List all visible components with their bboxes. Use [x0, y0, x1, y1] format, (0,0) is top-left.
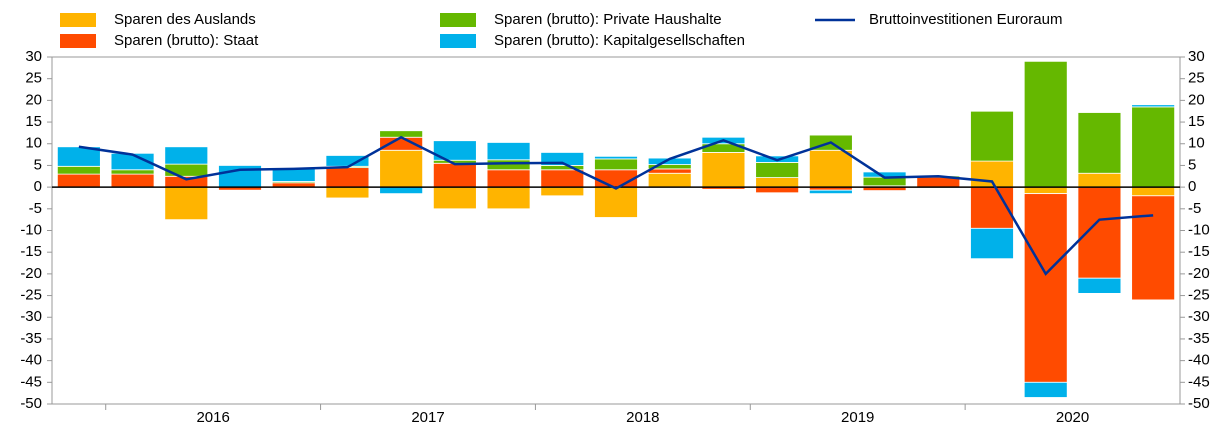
legend-label: Sparen (brutto): Kapitalgesellschaften: [494, 32, 745, 49]
y-tick-label: -45: [20, 373, 42, 390]
bar: [325, 155, 370, 167]
bar: [1023, 193, 1068, 383]
bar: [486, 159, 531, 171]
y-tick-label: -5: [29, 200, 42, 217]
bar: [56, 165, 101, 175]
y2-tick-label: -15: [1188, 243, 1210, 260]
bar: [486, 186, 531, 210]
y-tick-label: -35: [20, 330, 42, 347]
bar: [808, 149, 853, 188]
bar: [647, 168, 692, 174]
bar: [540, 169, 585, 188]
y2-tick-label: 0: [1188, 178, 1196, 195]
bar: [594, 158, 638, 171]
bar: [432, 140, 477, 161]
y2-tick-label: 5: [1188, 156, 1196, 173]
y2-tick-label: -50: [1188, 395, 1210, 412]
legend-label: Sparen des Auslands: [114, 11, 256, 28]
y2-tick-label: 10: [1188, 135, 1205, 152]
bar: [1023, 60, 1068, 188]
y2-tick-label: -25: [1188, 287, 1210, 304]
x-tick-label: 2018: [626, 409, 659, 426]
bar: [1077, 277, 1122, 294]
y-tick-label: 10: [25, 135, 42, 152]
legend-label: Sparen (brutto): Private Haushalte: [494, 11, 722, 28]
bar: [1131, 104, 1176, 108]
bar: [56, 173, 101, 188]
y-tick-label: -40: [20, 352, 42, 369]
y-tick-label: 30: [25, 48, 42, 65]
bar: [1023, 381, 1068, 398]
x-tick-label: 2020: [1056, 409, 1089, 426]
bar: [164, 163, 209, 177]
legend-swatch: [440, 34, 476, 48]
bar: [379, 149, 424, 188]
y-tick-label: -20: [20, 265, 42, 282]
y2-tick-label: -40: [1188, 352, 1210, 369]
bar: [110, 152, 155, 171]
bar: [325, 186, 370, 199]
legend-label: Sparen (brutto): Staat: [114, 32, 259, 49]
legend-swatch: [60, 13, 96, 27]
x-tick-label: 2016: [196, 409, 229, 426]
line: [78, 135, 1154, 276]
bar: [432, 162, 477, 188]
bar: [540, 186, 585, 197]
legend-swatch: [60, 34, 96, 48]
y-tick-label: 0: [34, 178, 42, 195]
legend-swatch: [440, 13, 476, 27]
y-tick-label: -25: [20, 287, 42, 304]
bar: [379, 186, 424, 195]
y-tick-label: 20: [25, 91, 42, 108]
bar: [1131, 186, 1176, 197]
y2-tick-label: 15: [1188, 113, 1205, 130]
bar: [164, 186, 209, 221]
bar: [486, 169, 531, 188]
bar: [1023, 186, 1068, 195]
x-tick-label: 2019: [841, 409, 874, 426]
legend-label: Bruttoinvestitionen Euroraum: [869, 11, 1062, 28]
y-tick-label: -50: [20, 395, 42, 412]
bar: [1131, 195, 1176, 301]
bar: [647, 172, 692, 188]
bar: [755, 162, 800, 178]
y2-tick-label: -45: [1188, 373, 1210, 390]
bar: [808, 189, 853, 195]
bar: [164, 146, 209, 165]
bar: [110, 169, 155, 175]
y2-tick-label: -30: [1188, 308, 1210, 325]
y2-tick-label: 25: [1188, 70, 1205, 87]
bar: [594, 169, 638, 188]
bar: [1077, 186, 1122, 279]
bar: [325, 167, 370, 188]
y-tick-label: 15: [25, 113, 42, 130]
y-tick-label: -10: [20, 221, 42, 238]
bar: [110, 173, 155, 188]
y-tick-label: -30: [20, 308, 42, 325]
bar: [970, 227, 1014, 260]
y-tick-label: -15: [20, 243, 42, 260]
bar: [970, 110, 1014, 162]
bar: [594, 186, 638, 218]
bar: [755, 177, 800, 188]
y2-tick-label: -10: [1188, 221, 1210, 238]
y2-tick-label: 20: [1188, 91, 1205, 108]
bar: [594, 155, 638, 160]
bar: [701, 152, 746, 188]
bar: [1077, 172, 1122, 188]
y2-tick-label: -35: [1188, 330, 1210, 347]
x-tick-label: 2017: [411, 409, 444, 426]
y-tick-label: 25: [25, 70, 42, 87]
bar: [432, 186, 477, 210]
y2-tick-label: 30: [1188, 48, 1205, 65]
bar: [271, 168, 316, 182]
y2-tick-label: -5: [1188, 200, 1201, 217]
y2-tick-label: -20: [1188, 265, 1210, 282]
bar: [755, 186, 800, 194]
y-tick-label: 5: [34, 156, 42, 173]
bar: [486, 142, 531, 161]
bar: [1131, 106, 1176, 188]
bar: [1077, 112, 1122, 174]
